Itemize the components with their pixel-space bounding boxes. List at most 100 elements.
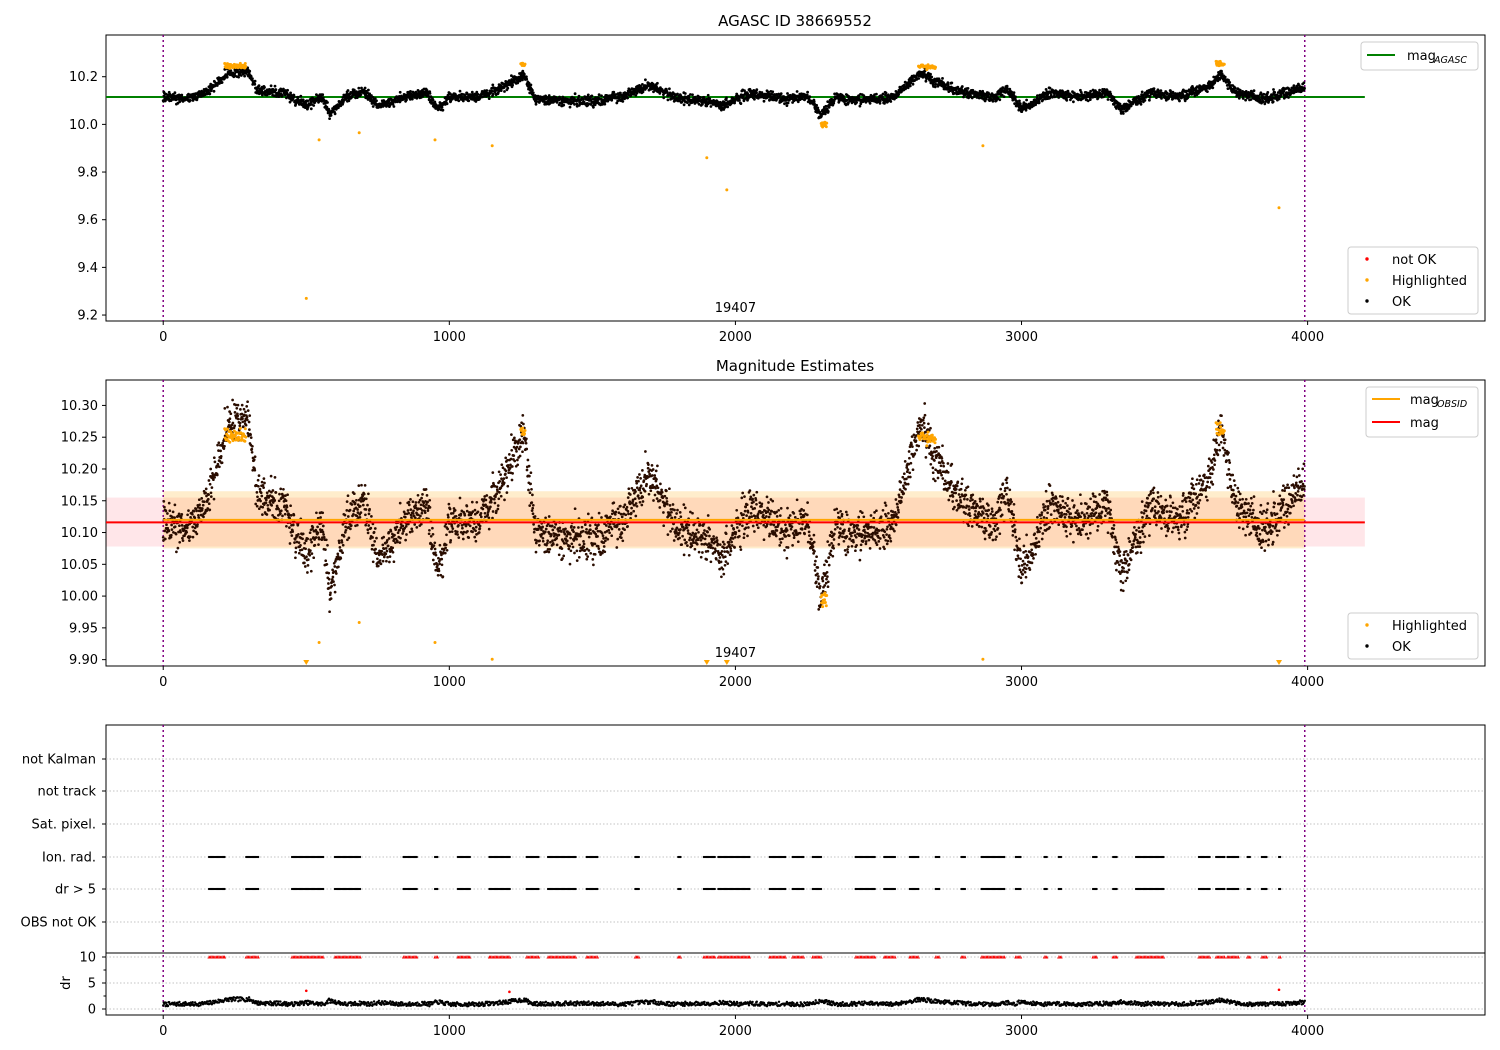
ok-points-point bbox=[333, 583, 336, 587]
ok-points-point bbox=[279, 512, 282, 515]
ok-points-point bbox=[432, 544, 436, 547]
ok-points-point bbox=[312, 556, 316, 560]
ok-points-point bbox=[340, 541, 344, 544]
ok-points-point bbox=[212, 478, 215, 482]
highlighted-points-point bbox=[433, 138, 437, 142]
ok-points-point bbox=[1121, 112, 1125, 115]
ok-points-point bbox=[203, 500, 206, 504]
ok-points-point bbox=[333, 565, 337, 568]
ok-points-point bbox=[181, 539, 185, 542]
legend-highlighted-marker bbox=[1365, 278, 1369, 282]
ok-points-point bbox=[1262, 92, 1266, 96]
ok-points-point bbox=[420, 496, 423, 500]
ok-points-point bbox=[331, 575, 335, 579]
ok-points-point bbox=[364, 523, 368, 527]
ok-points-point bbox=[329, 591, 332, 595]
ok-points-point bbox=[393, 533, 396, 537]
ok-points-point bbox=[384, 547, 388, 550]
ok-points-point bbox=[381, 559, 385, 563]
ok-points-point bbox=[404, 538, 407, 542]
ok-points-point bbox=[241, 417, 244, 421]
ok-points-point bbox=[423, 511, 427, 514]
ok-points-point bbox=[248, 69, 252, 73]
ok-points-point bbox=[1018, 99, 1021, 103]
ok-points-point bbox=[306, 537, 310, 541]
p0-ytick-label: 9.4 bbox=[77, 261, 98, 276]
ok-points-point bbox=[239, 74, 243, 77]
ok-points-point bbox=[1014, 95, 1017, 99]
ok-points-point bbox=[1178, 99, 1181, 103]
ok-points-point bbox=[346, 515, 350, 518]
ok-points-point bbox=[401, 532, 404, 535]
ok-points-point bbox=[363, 86, 367, 90]
ok-points-point bbox=[1220, 69, 1223, 73]
ok-points-point bbox=[1012, 91, 1016, 94]
ok-points-point bbox=[260, 480, 264, 484]
ok-points-point bbox=[167, 501, 171, 505]
ok-points-point bbox=[288, 526, 291, 529]
ok-points-point bbox=[1088, 98, 1092, 101]
ok-points-point bbox=[254, 502, 258, 506]
ok-points-point bbox=[229, 412, 233, 416]
ok-points-point bbox=[309, 538, 313, 541]
ok-points-point bbox=[396, 531, 400, 535]
ok-points-point bbox=[180, 513, 184, 516]
ok-points-point bbox=[258, 487, 262, 491]
ok-points-point bbox=[795, 90, 799, 93]
ok-points-point bbox=[431, 532, 435, 536]
ok-points-point bbox=[197, 516, 201, 519]
ok-points-point bbox=[682, 103, 686, 107]
p0-ytick-label: 9.6 bbox=[77, 213, 98, 228]
ok-points-point bbox=[409, 498, 412, 501]
ok-points-point bbox=[206, 497, 210, 501]
ok-points-point bbox=[998, 98, 1002, 102]
ok-points-point bbox=[1106, 98, 1110, 101]
ok-points-point bbox=[1206, 90, 1209, 93]
ok-points-point bbox=[316, 531, 320, 535]
ok-points-point bbox=[367, 512, 371, 516]
ok-points-point bbox=[386, 555, 389, 559]
ok-points-point bbox=[357, 86, 361, 90]
ok-points-point bbox=[279, 509, 283, 513]
ok-points-point bbox=[1165, 91, 1169, 95]
ok-points-point bbox=[1303, 86, 1306, 90]
ok-points-point bbox=[329, 114, 333, 117]
legend-mag-agasc-subscript: AGASC bbox=[1433, 55, 1467, 66]
ok-points-point bbox=[219, 454, 223, 458]
ok-points-point bbox=[253, 455, 257, 459]
ok-points-point bbox=[855, 101, 858, 104]
ok-points-point bbox=[426, 509, 430, 512]
ok-points-point bbox=[437, 569, 441, 573]
ok-points-point bbox=[273, 476, 277, 479]
ok-points-point bbox=[1065, 98, 1069, 102]
ok-points-point bbox=[434, 551, 437, 555]
ok-points-point bbox=[388, 555, 392, 558]
ok-points-point bbox=[380, 549, 384, 553]
ok-points-point bbox=[491, 83, 495, 87]
ok-points-point bbox=[350, 503, 354, 506]
ok-points-point bbox=[281, 514, 284, 518]
ok-points-point bbox=[327, 571, 331, 575]
ok-points-point bbox=[416, 493, 420, 497]
ok-points-point bbox=[179, 530, 182, 534]
ok-points-point bbox=[166, 94, 170, 98]
ok-points-point bbox=[277, 499, 281, 503]
ok-points-point bbox=[368, 507, 371, 511]
ok-points-point bbox=[506, 86, 510, 90]
ok-points-point bbox=[294, 546, 298, 550]
ok-points-point bbox=[1223, 75, 1227, 79]
ok-points-point bbox=[212, 456, 216, 460]
legend-not-ok-label: not OK bbox=[1392, 253, 1437, 268]
ok-points-point bbox=[413, 516, 417, 520]
ok-points-point bbox=[333, 590, 337, 594]
ok-points-point bbox=[339, 557, 343, 560]
ok-points-point bbox=[420, 511, 424, 515]
ok-points-point bbox=[1148, 95, 1152, 99]
ok-points-point bbox=[428, 498, 432, 502]
ok-points-point bbox=[212, 89, 216, 93]
ok-points-point bbox=[1233, 86, 1237, 90]
ok-points-point bbox=[1066, 89, 1070, 93]
ok-points-point bbox=[966, 87, 970, 90]
ok-points-point bbox=[371, 560, 375, 564]
ok-points-point bbox=[178, 540, 182, 544]
